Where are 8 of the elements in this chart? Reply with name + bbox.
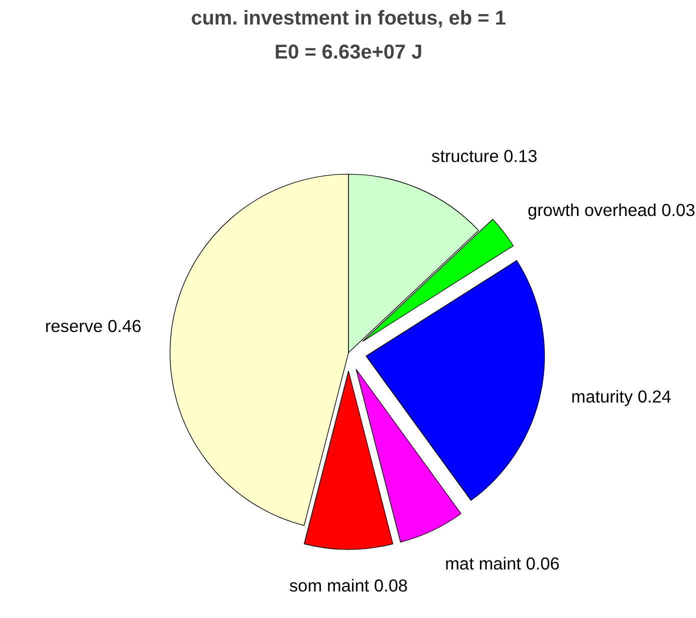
- slice-label: reserve 0.46: [45, 316, 142, 336]
- chart-subtitle: E0 = 6.63e+07 J: [274, 42, 422, 64]
- slice-label: maturity 0.24: [571, 386, 672, 406]
- slice-label: som maint 0.08: [289, 576, 408, 596]
- slice-label: growth overhead 0.03: [528, 200, 696, 220]
- chart-title: cum. investment in foetus, eb = 1: [190, 8, 506, 30]
- slice-label: mat maint 0.06: [445, 553, 560, 574]
- slice-label: structure 0.13: [431, 146, 538, 166]
